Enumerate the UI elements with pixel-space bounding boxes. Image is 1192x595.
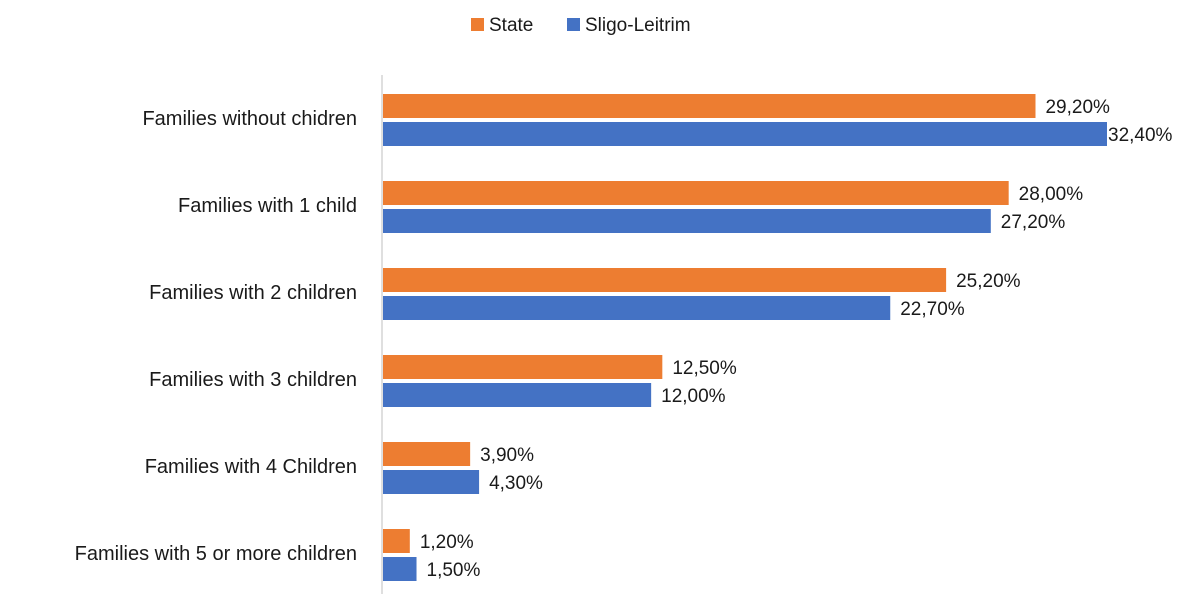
legend: State Sligo-Leitrim: [471, 15, 691, 36]
bar-state-families-with-4-children: [383, 442, 471, 466]
data-label-sligo-leitrim-families-with-2-children: 22,70%: [900, 299, 965, 320]
bar-state-families-with-2-children: [383, 268, 947, 292]
bar-state-families-with-5-or-more-children: [383, 529, 410, 553]
bars: [383, 94, 1107, 581]
bar-sligo-leitrim-families-without-chidren: [383, 122, 1107, 146]
data-label-sligo-leitrim-families-with-3-children: 12,00%: [661, 386, 726, 407]
bar-state-families-without-chidren: [383, 94, 1036, 118]
bar-sligo-leitrim-families-with-5-or-more-children: [383, 557, 417, 581]
data-label-sligo-leitrim-families-with-1-child: 27,20%: [1001, 212, 1066, 233]
category-label-families-with-1-child: Families with 1 child: [178, 195, 357, 217]
bar-state-families-with-3-children: [383, 355, 663, 379]
bar-sligo-leitrim-families-with-1-child: [383, 209, 991, 233]
bar-sligo-leitrim-families-with-4-children: [383, 470, 480, 494]
legend-label-state: State: [489, 15, 533, 36]
bar-state-families-with-1-child: [383, 181, 1009, 205]
category-labels: Families without chidren Families with 1 …: [75, 108, 357, 565]
data-label-state-families-with-2-children: 25,20%: [956, 271, 1021, 292]
data-label-state-families-with-5-or-more-children: 1,20%: [420, 532, 474, 553]
data-label-sligo-leitrim-families-without-chidren: 32,40%: [1108, 125, 1173, 146]
data-label-sligo-leitrim-families-with-4-children: 4,30%: [489, 473, 543, 494]
category-label-families-without-chidren: Families without chidren: [142, 108, 357, 130]
bar-sligo-leitrim-families-with-3-children: [383, 383, 652, 407]
legend-swatch-sligo-leitrim: [567, 18, 580, 31]
data-label-state-families-with-4-children: 3,90%: [480, 445, 534, 466]
category-label-families-with-2-children: Families with 2 children: [149, 282, 357, 304]
data-label-state-families-with-3-children: 12,50%: [672, 358, 737, 379]
data-labels: 29,20% 32,40% 28,00% 27,20% 25,20% 22,70% 12,5…: [420, 97, 1173, 581]
category-label-families-with-5-or-more-children: Families with 5 or more children: [75, 543, 357, 565]
category-label-families-with-4-children: Families with 4 Children: [145, 456, 357, 478]
legend-label-sligo-leitrim: Sligo-Leitrim: [585, 15, 691, 36]
data-label-sligo-leitrim-families-with-5-or-more-children: 1,50%: [427, 560, 481, 581]
legend-swatch-state: [471, 18, 484, 31]
data-label-state-families-with-1-child: 28,00%: [1019, 184, 1084, 205]
category-label-families-with-3-children: Families with 3 children: [149, 369, 357, 391]
bar-sligo-leitrim-families-with-2-children: [383, 296, 891, 320]
data-label-state-families-without-chidren: 29,20%: [1045, 97, 1110, 118]
